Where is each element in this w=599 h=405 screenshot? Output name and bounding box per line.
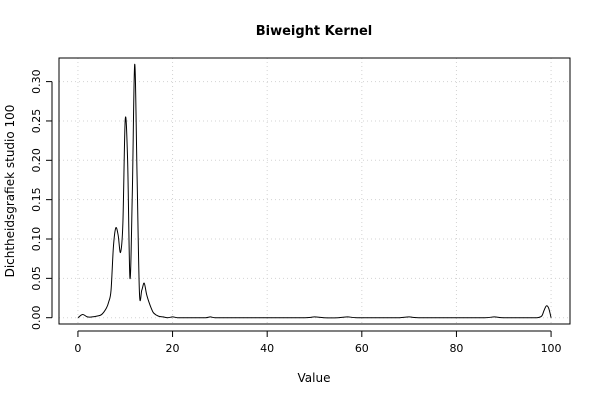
x-axis-label: Value [298,371,331,385]
axis-layer: 0 20 40 60 80 100 0.00 0.05 0.10 0.15 0.20 0.25 0.30 [30,69,562,355]
y-axis-label: Dichtheidsgrafiek studio 100 [3,105,17,278]
grid-layer [59,58,570,324]
y-tick-label: 0.10 [30,227,43,252]
line-layer [77,63,552,319]
x-tick-label: 60 [355,342,369,355]
y-tick-label: 0.25 [30,109,43,134]
x-tick-label: 80 [449,342,463,355]
x-tick-label: 0 [74,342,81,355]
x-tick-label: 100 [541,342,562,355]
y-tick-label: 0.30 [30,69,43,94]
density-line [77,63,552,319]
plot-frame [58,57,571,325]
y-tick-label: 0.15 [30,187,43,212]
y-tick-label: 0.05 [30,266,43,291]
y-tick-label: 0.00 [30,305,43,330]
x-tick-label: 40 [260,342,274,355]
y-tick-label: 0.20 [30,148,43,173]
chart-title: Biweight Kernel [256,24,373,39]
x-tick-label: 20 [166,342,180,355]
